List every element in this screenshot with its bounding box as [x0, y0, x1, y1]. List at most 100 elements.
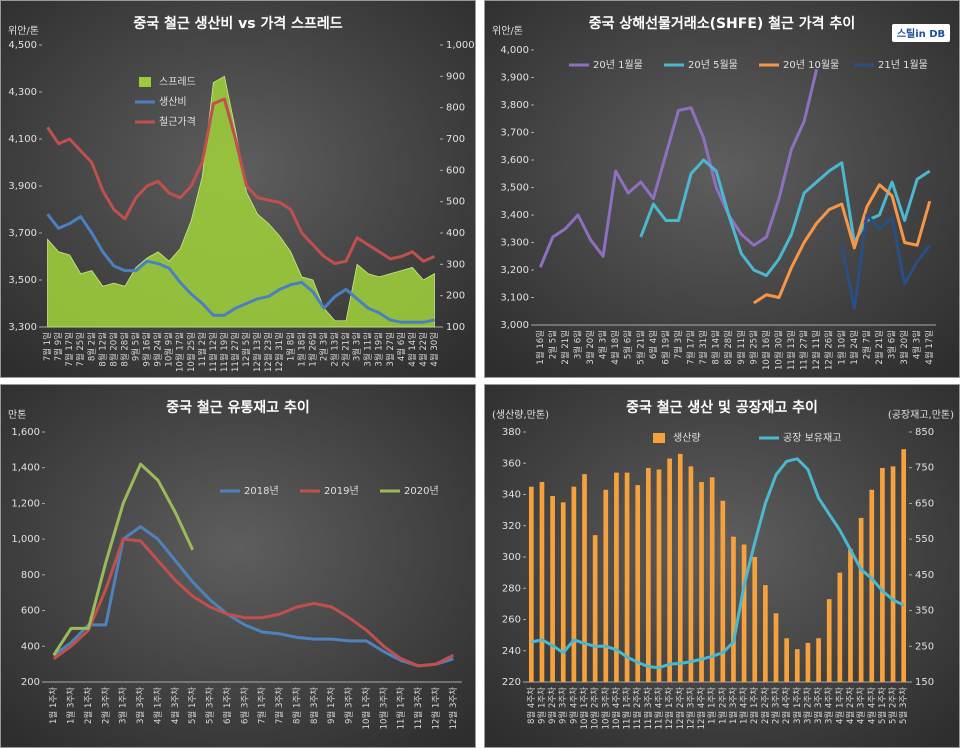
y2-tick-label: 250	[915, 641, 934, 652]
x-tick-label: 10월 30일	[773, 330, 784, 370]
x-tick-label: 7월 31일	[698, 330, 709, 365]
bar	[667, 458, 672, 682]
y-axis-label: (생산량,만톤)	[492, 409, 549, 421]
legend-label: 스프레드	[159, 76, 196, 88]
x-tick-label: 3월 20일	[899, 330, 910, 365]
x-tick-label: 1월 26일	[307, 332, 318, 367]
x-tick-label: 12월 1주차	[664, 687, 675, 730]
line	[52, 537, 454, 668]
x-tick-label: 11월 1주차	[622, 687, 633, 730]
x-tick-label: 11월 4주차	[653, 687, 664, 730]
y2-tick-label: 150	[915, 677, 934, 688]
bar	[869, 489, 875, 682]
x-tick-label: 2월 21일	[341, 332, 352, 367]
bar	[603, 489, 609, 682]
x-tick-label: 1월 18일	[296, 332, 307, 367]
x-tick-label: 3월 6일	[887, 330, 898, 359]
x-tick-label: 11월 3주차	[643, 687, 654, 730]
x-tick-label: 5월 2주차	[888, 687, 899, 724]
x-tick-label: 4월 1주차	[834, 687, 845, 724]
bar	[699, 482, 704, 682]
chart-title: 중국 철근 생산비 vs 가격 스프레드	[133, 15, 342, 32]
bar	[582, 474, 587, 682]
x-tick-label: 9월 16일	[142, 332, 153, 367]
y2-tick-label: 400	[446, 228, 465, 239]
legend-swatch	[139, 77, 151, 87]
x-tick-label: 4월 14일	[407, 332, 418, 367]
x-tick-label: 1월 10일	[836, 330, 847, 365]
x-tick-label: 12월 4주차	[696, 687, 707, 730]
x-tick-label: 5월 3주차	[898, 687, 909, 724]
x-tick-label: 11월 1주차	[396, 687, 407, 730]
y2-tick-label: 350	[915, 606, 934, 617]
x-tick-label: 3월 27일	[385, 332, 396, 367]
x-tick-label: 2월 1주차	[83, 687, 94, 724]
x-tick-label: 9월 3주차	[558, 687, 569, 724]
x-tick-label: 12월 23일	[263, 332, 274, 372]
y-tick-label: 320	[502, 521, 521, 532]
x-tick-label: 12월 13일	[252, 332, 263, 372]
x-tick-label: 1월 1주차	[48, 687, 59, 724]
x-tick-label: 8월 3주차	[309, 687, 320, 724]
x-tick-label: 5월 21일	[635, 330, 646, 365]
y-tick-label: 3,500	[500, 183, 529, 194]
y-tick-label: 4,500	[8, 40, 37, 51]
x-tick-label: 12월 3주차	[685, 687, 696, 730]
x-tick-label: 11월 2주차	[632, 687, 643, 730]
y-tick-label: 240	[502, 646, 521, 657]
x-tick-label: 2월 5일	[547, 330, 558, 359]
x-tick-label: 3월 11일	[363, 332, 374, 367]
y2-tick-label: 800	[446, 103, 465, 114]
x-tick-label: 10월 4주차	[611, 687, 622, 730]
y-tick-label: 3,800	[500, 100, 529, 111]
y2-tick-label: 100	[446, 322, 465, 333]
x-tick-label: 5월 3주차	[205, 687, 216, 724]
y-tick-label: 1,600	[11, 427, 40, 438]
bar	[826, 599, 832, 682]
x-tick-label: 7월 17일	[686, 330, 697, 365]
x-tick-label: 4월 1주차	[152, 687, 163, 724]
x-tick-label: 4월 2주차	[845, 687, 856, 724]
y-tick-label: 200	[21, 677, 40, 688]
x-tick-label: 1월 4주차	[739, 687, 750, 724]
x-tick-label: 4월 3주차	[856, 687, 867, 724]
bar	[677, 453, 683, 682]
legend-label: 20년 1월물	[593, 59, 643, 71]
y-tick-label: 3,000	[500, 320, 529, 331]
bar	[539, 482, 545, 682]
x-tick-label: 8월 12일	[97, 332, 108, 367]
x-tick-label: 11월 27일	[799, 330, 810, 370]
x-tick-label: 1월 3주차	[66, 687, 77, 724]
x-tick-label: 11월 2일	[197, 332, 208, 367]
x-tick-label: 4월 4주차	[866, 687, 877, 724]
chart-panel: 중국 철근 생산 및 공장재고 추이 (생산량,만톤) (공장재고,만톤) 220 24…	[484, 384, 960, 748]
bar	[773, 613, 779, 682]
bar	[880, 467, 885, 682]
bar	[550, 496, 555, 682]
bar	[709, 477, 715, 682]
bar	[752, 557, 758, 682]
x-tick-label: 12월 31일	[274, 332, 285, 372]
x-tick-label: 9월 25일	[748, 330, 759, 365]
x-tick-label: 2월 1주차	[749, 687, 760, 724]
y-tick-label: 4,300	[8, 87, 37, 98]
bar	[763, 585, 768, 682]
bar	[571, 486, 577, 682]
x-tick-label: 6월 4일	[648, 330, 659, 359]
x-tick-label: 12월 1주차	[430, 687, 441, 730]
bar	[528, 486, 534, 682]
chart-title: 중국 상해선물거래소(SHFE) 철근 가격 추이	[589, 15, 855, 32]
y2-tick-label: 600	[446, 165, 465, 176]
x-tick-label: 7월 17일	[64, 332, 75, 367]
y2-tick-label: 750	[915, 463, 934, 474]
line	[52, 525, 454, 668]
x-tick-label: 2월 3주차	[100, 687, 111, 724]
x-tick-label: 3월 6일	[572, 330, 583, 359]
bar	[890, 466, 896, 682]
bar	[901, 449, 907, 682]
x-tick-label: 3월 20일	[585, 330, 596, 365]
x-tick-label: 1월 1주차	[707, 687, 718, 724]
y-axis-label: 위안/톤	[492, 24, 523, 37]
